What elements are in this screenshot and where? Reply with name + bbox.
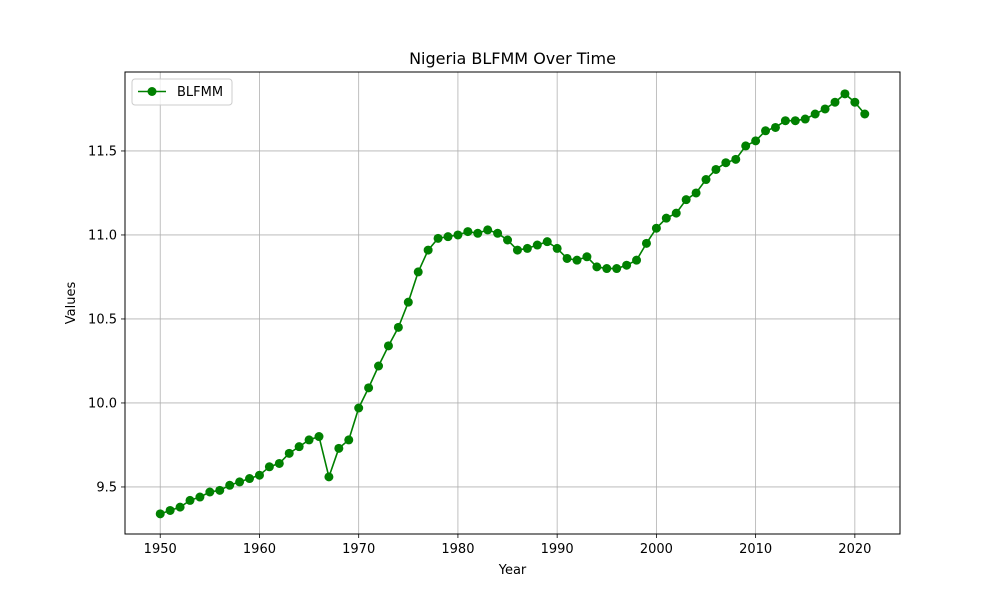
data-point — [225, 480, 235, 490]
legend-label: BLFMM — [177, 85, 223, 100]
data-point — [830, 97, 840, 107]
x-tick-label: 1990 — [541, 542, 574, 557]
x-tick-label: 1960 — [243, 542, 276, 557]
data-point — [681, 195, 691, 205]
data-point — [473, 228, 483, 238]
data-point — [592, 262, 602, 272]
data-point — [622, 260, 632, 270]
grid — [125, 72, 900, 534]
data-point — [512, 245, 522, 255]
y-axis-title: Values — [64, 282, 79, 325]
plot-area-frame — [124, 71, 901, 535]
y-tick-label: 11.0 — [88, 228, 117, 243]
data-point — [632, 255, 642, 265]
data-point — [522, 243, 532, 253]
data-point — [810, 109, 820, 119]
data-point — [542, 237, 552, 247]
data-point — [245, 474, 255, 484]
data-point — [205, 487, 215, 497]
data-point — [264, 462, 274, 472]
data-point — [562, 253, 572, 263]
data-point — [582, 252, 592, 262]
data-point — [780, 116, 790, 126]
data-point — [185, 495, 195, 505]
data-point — [483, 225, 493, 235]
x-tick-label: 1950 — [144, 542, 177, 557]
data-point — [503, 235, 513, 245]
data-point — [770, 122, 780, 132]
data-point — [364, 383, 374, 393]
data-point — [324, 472, 334, 482]
data-point — [344, 435, 354, 445]
y-tick-label: 10.5 — [88, 312, 117, 327]
legend-box — [131, 78, 233, 106]
axis-ticks: 1950 1960 1970 1980 1990 2000 2010 2020 9.5 10.0 1… — [88, 144, 871, 557]
data-point — [175, 502, 185, 512]
data-point — [532, 240, 542, 250]
data-point — [840, 89, 850, 99]
data-point — [741, 141, 751, 151]
x-tick-label: 2010 — [739, 542, 772, 557]
data-point — [334, 443, 344, 453]
data-point — [294, 442, 304, 452]
data-point — [463, 227, 473, 237]
data-point — [433, 233, 443, 243]
y-tick-label: 11.5 — [88, 144, 117, 159]
y-tick-label: 9.5 — [96, 480, 117, 495]
data-point — [393, 322, 403, 332]
data-point — [443, 232, 453, 242]
data-point — [304, 435, 314, 445]
data-point — [354, 403, 364, 413]
data-point — [612, 264, 622, 274]
data-point — [254, 470, 264, 480]
x-axis-title: Year — [498, 563, 527, 578]
data-point — [453, 230, 463, 240]
data-point — [493, 228, 503, 238]
data-point — [731, 154, 741, 164]
data-point — [711, 164, 721, 174]
x-tick-label: 2000 — [640, 542, 673, 557]
data-point — [671, 208, 681, 218]
data-point — [661, 213, 671, 223]
data-point — [691, 188, 701, 198]
data-point — [572, 255, 582, 265]
data-point — [860, 109, 870, 119]
data-point — [790, 116, 800, 126]
data-point — [751, 136, 761, 146]
data-point — [800, 114, 810, 124]
y-tick-label: 10.0 — [88, 396, 117, 411]
data-point — [651, 223, 661, 233]
legend-marker-swatch — [147, 87, 157, 96]
data-point — [602, 264, 612, 274]
x-tick-label: 1970 — [342, 542, 375, 557]
x-tick-label: 1980 — [441, 542, 474, 557]
data-point — [284, 448, 294, 458]
data-point — [721, 158, 731, 168]
x-tick-label: 2020 — [838, 542, 871, 557]
data-point — [701, 175, 711, 185]
data-point — [374, 361, 384, 371]
data-point — [850, 97, 860, 107]
data-point — [235, 477, 245, 487]
data-point — [215, 485, 225, 495]
data-point — [552, 243, 562, 253]
data-point — [155, 509, 165, 519]
data-point — [165, 505, 175, 515]
data-point — [413, 267, 423, 277]
data-point — [195, 492, 205, 502]
data-point — [423, 245, 433, 255]
data-point — [641, 238, 651, 248]
data-point — [274, 458, 284, 468]
chart-title: Nigeria BLFMM Over Time — [409, 49, 616, 68]
data-point — [403, 297, 413, 307]
data-point — [314, 432, 324, 442]
legend: BLFMM — [131, 78, 233, 106]
data-point — [820, 104, 830, 114]
series-layer — [155, 89, 870, 519]
data-point — [383, 341, 393, 351]
data-point — [761, 126, 771, 136]
